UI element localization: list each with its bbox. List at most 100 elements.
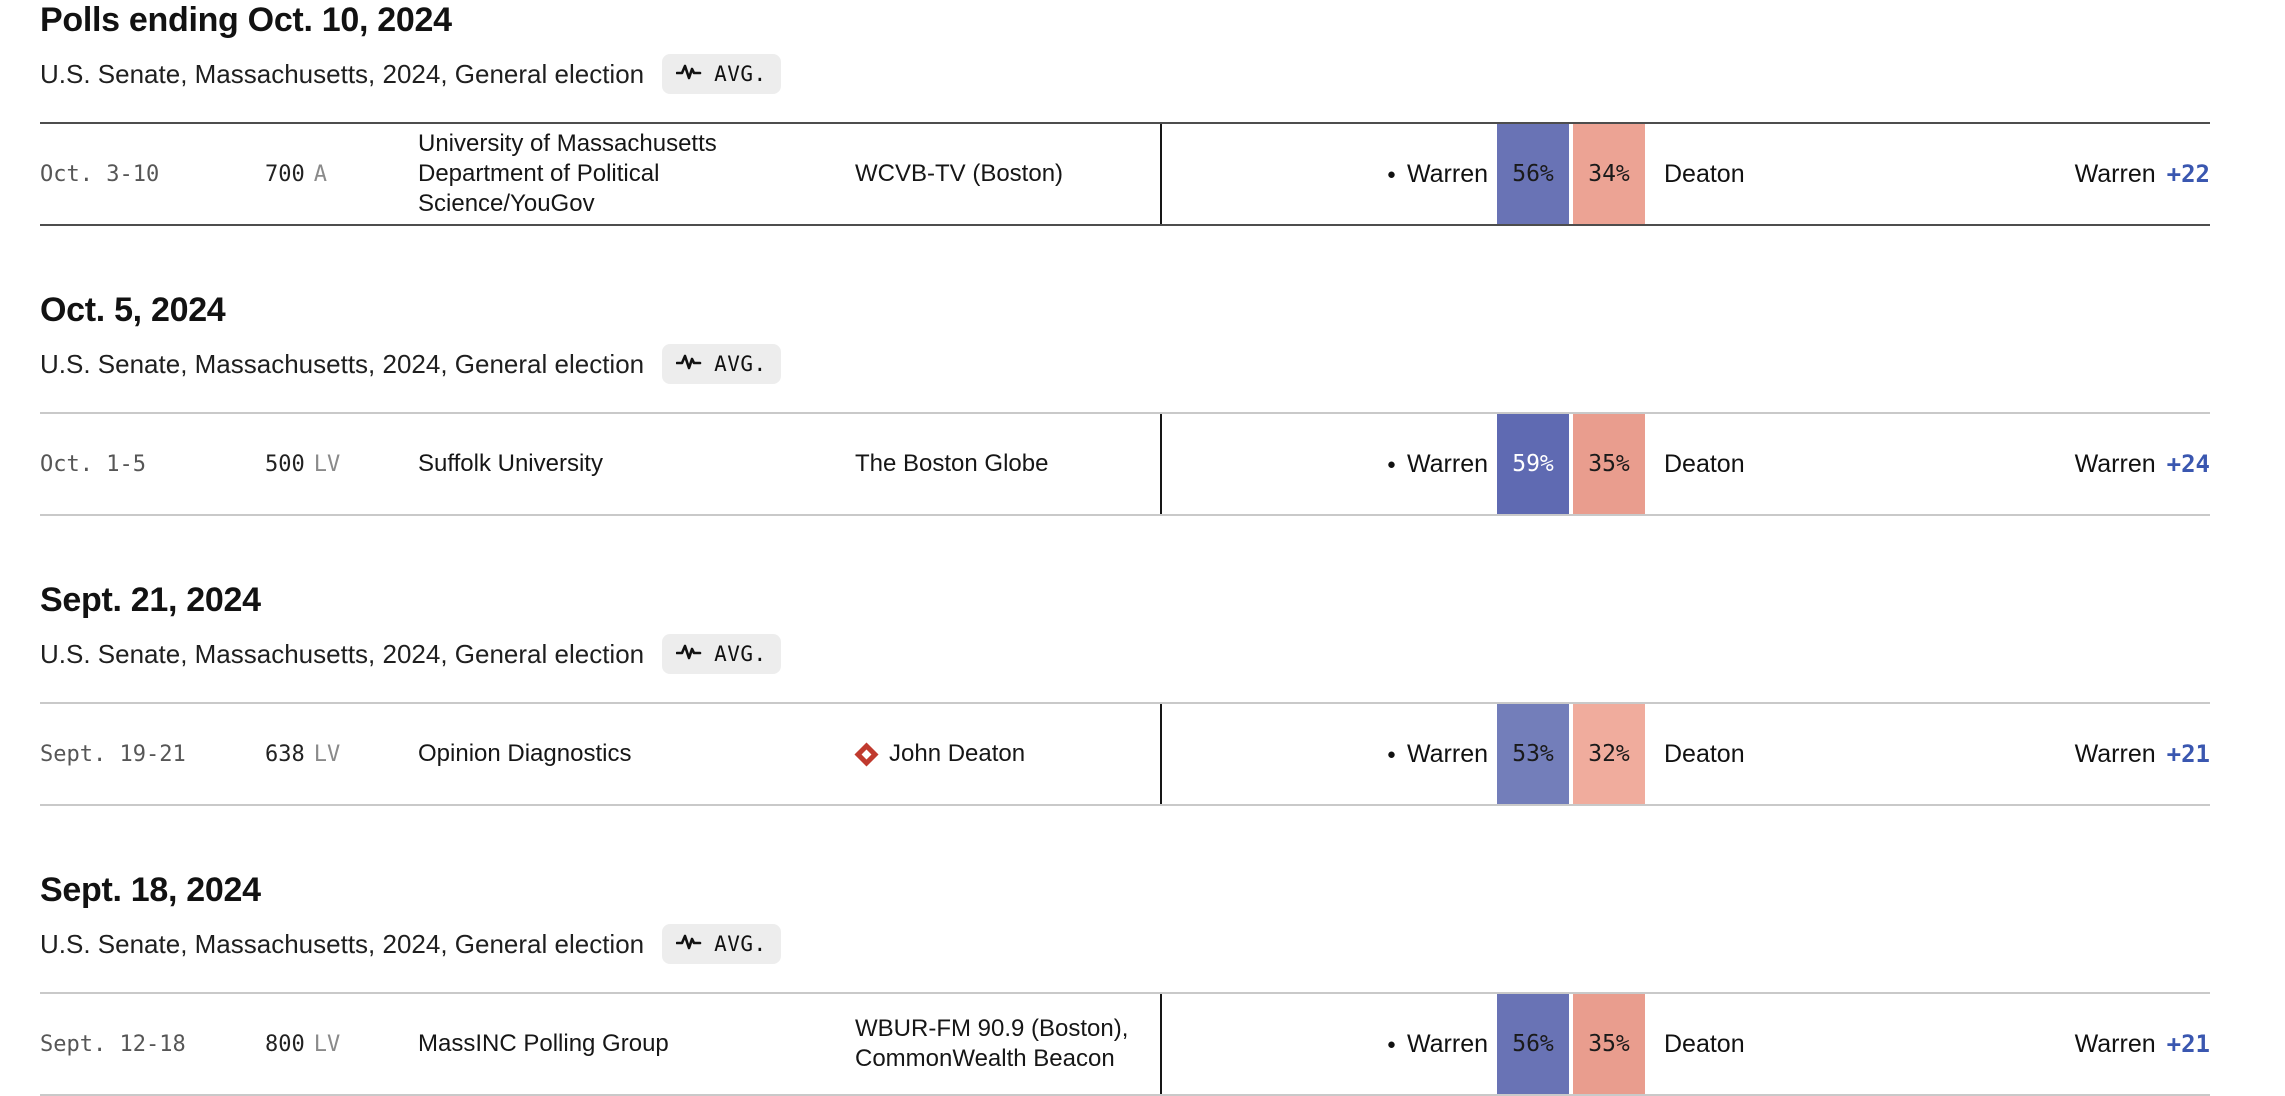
pollster-name[interactable]: Suffolk University (418, 450, 603, 477)
dem-candidate-name: Warren (1406, 739, 1488, 768)
margin-cell: Warren +24 (2075, 414, 2210, 514)
sample-cell: 638 LV (265, 704, 418, 804)
margin-cell: Warren +21 (2075, 994, 2210, 1094)
pulse-icon (675, 61, 704, 88)
poll-dates: Oct. 1-5 (40, 451, 146, 477)
avg-badge[interactable]: AVG. (662, 634, 781, 674)
avg-badge[interactable]: AVG. (662, 54, 781, 94)
avg-badge-label: AVG. (714, 932, 767, 956)
margin-value: +22 (2166, 160, 2210, 188)
sponsor-name: The Boston Globe (855, 450, 1049, 477)
rep-pct-box: 32% (1573, 704, 1645, 804)
race-subtitle: U.S. Senate, Massachusetts, 2024, Genera… (40, 638, 645, 669)
bullet-icon: ● (1386, 455, 1396, 473)
avg-badge-label: AVG. (714, 352, 767, 376)
sample-type: A (313, 161, 327, 187)
sample-size: 700 (265, 161, 305, 187)
sample-size: 638 (265, 741, 305, 767)
dem-pct-box: 56% (1497, 124, 1569, 224)
pulse-icon (675, 641, 704, 668)
pollster-name[interactable]: University of Massachusetts Department o… (418, 130, 717, 217)
section-heading: Polls ending Oct. 10, 2024 (40, 1, 452, 39)
dem-candidate-label: ● Warren (1162, 704, 1497, 804)
sponsor-name: WCVB-TV (Boston) (855, 160, 1064, 187)
pollster-cell: Opinion Diagnostics (418, 704, 855, 804)
pollster-cell: University of Massachusetts Department o… (418, 124, 855, 224)
margin-cell: Warren +22 (2075, 124, 2210, 224)
margin-leader: Warren (2074, 159, 2156, 188)
margin-leader: Warren (2074, 1029, 2156, 1058)
bullet-icon: ● (1386, 1035, 1396, 1053)
race-subtitle-line: U.S. Senate, Massachusetts, 2024, Genera… (40, 924, 2210, 964)
margin-value: +21 (2166, 740, 2210, 768)
poll-dates: Sept. 12-18 (40, 1031, 186, 1057)
rep-pct-box: 35% (1573, 414, 1645, 514)
race-subtitle-line: U.S. Senate, Massachusetts, 2024, Genera… (40, 54, 2210, 94)
candidate-diamond-icon (854, 741, 879, 767)
sample-type: LV (313, 1031, 341, 1057)
pollster-cell: Suffolk University (418, 414, 855, 514)
rep-candidate-label: Deaton (1664, 739, 1745, 768)
rep-pct-box: 34% (1573, 124, 1645, 224)
margin-value: +24 (2166, 450, 2210, 478)
sample-cell: 700 A (265, 124, 418, 224)
section-heading: Sept. 21, 2024 (40, 581, 261, 619)
rep-candidate-label: Deaton (1664, 449, 1745, 478)
pulse-icon (675, 351, 704, 378)
results-divider (1160, 704, 1162, 804)
avg-badge-label: AVG. (714, 62, 767, 86)
results-divider (1160, 994, 1162, 1094)
poll-dates: Oct. 3-10 (40, 161, 160, 187)
rep-candidate-label: Deaton (1664, 1029, 1745, 1058)
sample-size: 800 (265, 1031, 305, 1057)
race-subtitle: U.S. Senate, Massachusetts, 2024, Genera… (40, 348, 645, 379)
rep-candidate-label: Deaton (1664, 159, 1745, 188)
poll-row: Oct. 1-5 500 LV Suffolk University The B… (40, 412, 2210, 516)
dem-pct-box: 59% (1497, 414, 1569, 514)
dem-candidate-name: Warren (1406, 1029, 1488, 1058)
section-heading: Oct. 5, 2024 (40, 291, 226, 329)
pulse-icon (675, 931, 704, 958)
dem-candidate-label: ● Warren (1162, 994, 1497, 1094)
avg-badge-label: AVG. (714, 642, 767, 666)
pollster-cell: MassINC Polling Group (418, 994, 855, 1094)
dem-pct-box: 56% (1497, 994, 1569, 1094)
avg-badge[interactable]: AVG. (662, 344, 781, 384)
poll-row: Sept. 19-21 638 LV Opinion Diagnostics J… (40, 702, 2210, 806)
sample-size: 500 (265, 451, 305, 477)
avg-badge[interactable]: AVG. (662, 924, 781, 964)
poll-section: Sept. 18, 2024 U.S. Senate, Massachusett… (40, 870, 2210, 1096)
sample-cell: 500 LV (265, 414, 418, 514)
results-divider (1160, 414, 1162, 514)
race-subtitle: U.S. Senate, Massachusetts, 2024, Genera… (40, 928, 645, 959)
sample-type: LV (313, 741, 341, 767)
sponsor-name: John Deaton (889, 740, 1026, 767)
poll-section: Sept. 21, 2024 U.S. Senate, Massachusett… (40, 580, 2210, 806)
sponsor-cell: John Deaton (854, 704, 1160, 804)
dem-candidate-name: Warren (1406, 159, 1488, 188)
margin-value: +21 (2166, 1030, 2210, 1058)
results-divider (1160, 124, 1162, 224)
poll-section: Polls ending Oct. 10, 2024 U.S. Senate, … (40, 0, 2210, 226)
race-subtitle: U.S. Senate, Massachusetts, 2024, Genera… (40, 58, 645, 89)
margin-cell: Warren +21 (2075, 704, 2210, 804)
poll-section: Oct. 5, 2024 U.S. Senate, Massachusetts,… (40, 290, 2210, 516)
sponsor-name: WBUR-FM 90.9 (Boston), CommonWealth Beac… (855, 1015, 1129, 1072)
margin-leader: Warren (2074, 739, 2156, 768)
rep-pct-box: 35% (1573, 994, 1645, 1094)
sample-type: LV (313, 451, 341, 477)
margin-leader: Warren (2074, 449, 2156, 478)
dem-pct-box: 53% (1497, 704, 1569, 804)
sample-cell: 800 LV (265, 994, 418, 1094)
bullet-icon: ● (1386, 165, 1396, 183)
dem-candidate-label: ● Warren (1162, 414, 1497, 514)
poll-row: Oct. 3-10 700 A University of Massachuse… (40, 122, 2210, 226)
pollster-name[interactable]: Opinion Diagnostics (418, 740, 632, 767)
section-heading: Sept. 18, 2024 (40, 871, 261, 909)
dem-candidate-label: ● Warren (1162, 124, 1497, 224)
race-subtitle-line: U.S. Senate, Massachusetts, 2024, Genera… (40, 344, 2210, 384)
dem-candidate-name: Warren (1406, 449, 1488, 478)
race-subtitle-line: U.S. Senate, Massachusetts, 2024, Genera… (40, 634, 2210, 674)
pollster-name[interactable]: MassINC Polling Group (418, 1030, 669, 1057)
